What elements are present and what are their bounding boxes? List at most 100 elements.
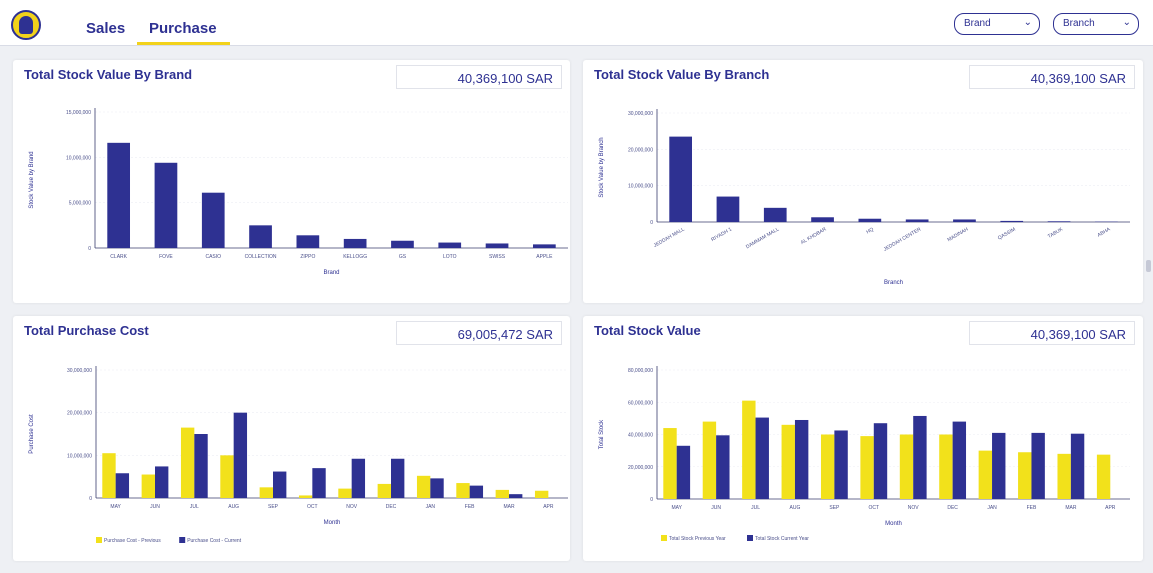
y-tick-label: 30,000,000 <box>67 368 92 374</box>
bar <box>952 421 967 499</box>
bar <box>953 219 976 222</box>
x-tick-label: LOTO <box>443 254 457 260</box>
y-tick-label: 20,000,000 <box>628 147 653 153</box>
y-tick-label: 0 <box>89 496 92 502</box>
bar <box>259 487 273 498</box>
bar <box>115 473 130 498</box>
bar <box>249 225 272 248</box>
bar <box>141 474 155 498</box>
x-tick-label: HQ <box>865 226 875 235</box>
bar <box>860 436 874 499</box>
x-tick-label: JEDDAH MALL <box>653 226 686 249</box>
legend-label: Total Stock Current Year <box>755 536 809 542</box>
branch-filter-value: Branch <box>1063 18 1095 29</box>
x-tick-label: APPLE <box>536 254 553 260</box>
x-tick-label: FOVE <box>159 254 173 260</box>
card-total-value: 40,369,100 SAR <box>396 65 562 89</box>
y-axis-title: Stock Value by Brand <box>29 151 35 208</box>
logo-icon <box>11 10 41 40</box>
bar <box>220 455 234 498</box>
y-tick-label: 0 <box>650 220 653 226</box>
bar <box>763 207 787 222</box>
bar <box>905 219 929 222</box>
bar <box>469 485 484 498</box>
bar <box>755 417 769 499</box>
x-tick-label: SWISS <box>489 254 506 260</box>
stock-value-by-brand-card: Total Stock Value By Brand 40,369,100 SA… <box>13 60 570 303</box>
x-axis-title: Branch <box>884 280 903 286</box>
bar <box>233 412 248 498</box>
bar <box>742 400 756 499</box>
bar <box>377 483 391 498</box>
x-tick-label: MADINAH <box>946 226 969 243</box>
total-stock-bar-chart: 0 20,000,000 40,000,000 60,000,000 80,000,00… <box>599 366 1130 542</box>
x-tick-label: DAMMAM MALL <box>745 226 780 250</box>
card-title: Total Purchase Cost <box>24 323 149 338</box>
x-tick-label: FEB <box>1027 505 1037 511</box>
bar <box>716 196 740 222</box>
card-title: Total Stock Value <box>594 323 701 338</box>
branch-filter-select[interactable]: Branch ⌄ <box>1053 13 1139 35</box>
y-axis-title: Stock Value by Branch <box>599 137 605 197</box>
y-tick-label: 80,000,000 <box>628 368 653 374</box>
bar <box>702 421 717 499</box>
chevron-down-icon: ⌄ <box>1023 17 1032 28</box>
y-tick-label: 10,000,000 <box>66 155 91 161</box>
card-total-value: 40,369,100 SAR <box>969 321 1135 345</box>
x-tick-label: ABHA <box>1097 226 1112 238</box>
bar <box>391 458 405 498</box>
bar <box>296 235 320 248</box>
legend-label: Purchase Cost - Current <box>187 538 242 544</box>
y-tick-label: 10,000,000 <box>628 184 653 190</box>
bar <box>312 468 326 498</box>
x-tick-label: CASIO <box>205 254 221 260</box>
tab-sales[interactable]: Sales <box>86 20 126 37</box>
x-tick-label: JAN <box>987 505 997 511</box>
legend-label: Total Stock Previous Year <box>669 536 726 542</box>
bar <box>532 244 556 248</box>
bar <box>992 432 1006 499</box>
bar <box>509 494 523 498</box>
tab-purchase[interactable]: Purchase <box>149 20 217 37</box>
bar <box>201 192 225 248</box>
bar <box>485 243 509 248</box>
x-tick-label: SEP <box>829 505 840 511</box>
scroll-handle[interactable] <box>1146 260 1151 272</box>
brand-filter-select[interactable]: Brand ⌄ <box>954 13 1040 35</box>
bar <box>1047 221 1071 222</box>
bar <box>913 415 927 499</box>
y-tick-label: 40,000,000 <box>628 433 653 439</box>
bar <box>102 453 116 498</box>
bar <box>1096 454 1111 499</box>
brand-bar-chart: 0 5,000,000 10,000,000 15,000,000 CLARK FOVE C… <box>29 108 568 276</box>
x-tick-label: KELLOGG <box>343 254 367 260</box>
total-stock-value-card: Total Stock Value 40,369,100 SAR 0 20,000… <box>583 316 1143 561</box>
x-tick-label: JUL <box>190 504 199 510</box>
card-total-value: 69,005,472 SAR <box>396 321 562 345</box>
legend-swatch <box>179 537 186 543</box>
card-total-value: 40,369,100 SAR <box>969 65 1135 89</box>
chevron-down-icon: ⌄ <box>1122 17 1131 28</box>
card-title: Total Stock Value By Branch <box>594 67 770 82</box>
bar <box>534 490 549 498</box>
x-tick-label: FEB <box>465 504 475 510</box>
x-tick-label: MAR <box>1065 505 1077 511</box>
bar <box>155 466 169 498</box>
x-tick-label: CLARK <box>110 254 127 260</box>
bar <box>781 424 795 499</box>
bar <box>873 423 888 499</box>
y-axis-title: Purchase Cost <box>29 414 35 454</box>
x-axis-title: Month <box>885 521 902 527</box>
x-tick-label: TABUK <box>1047 226 1065 240</box>
bar <box>1057 453 1071 499</box>
bar <box>834 430 848 499</box>
y-axis-title: Total Stock <box>599 419 605 449</box>
x-tick-label: JUN <box>150 504 160 510</box>
bar <box>456 483 470 498</box>
bar <box>343 238 367 248</box>
legend-swatch <box>747 535 753 541</box>
x-tick-label: RIYADH 1 <box>710 226 733 243</box>
bar <box>978 450 993 499</box>
y-tick-label: 10,000,000 <box>67 453 92 459</box>
bar <box>811 217 834 222</box>
